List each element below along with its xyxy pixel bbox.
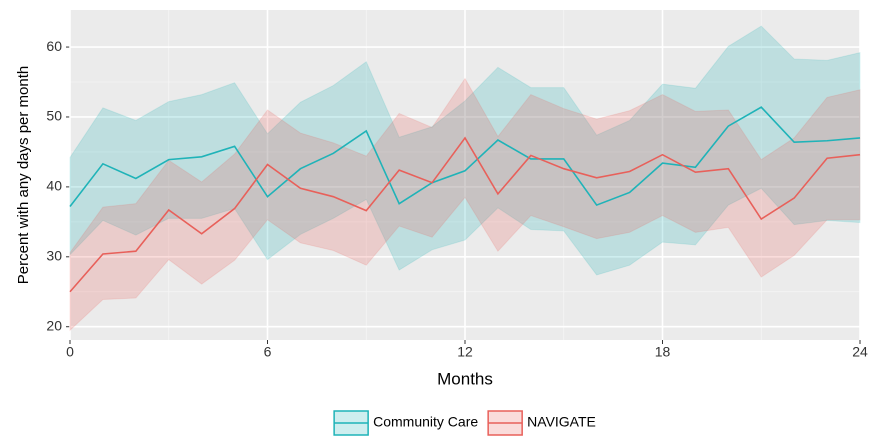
y-tick-label: 30 xyxy=(46,248,62,264)
x-tick-label: 12 xyxy=(457,344,473,360)
x-axis-title: Months xyxy=(437,369,493,388)
legend: Community Care NAVIGATE xyxy=(333,410,596,436)
y-tick-label: 40 xyxy=(46,178,62,194)
legend-label: NAVIGATE xyxy=(527,414,596,430)
legend-label: Community Care xyxy=(373,414,478,430)
x-tick-label: 0 xyxy=(66,344,74,360)
x-tick-label: 6 xyxy=(264,344,272,360)
y-tick-label: 20 xyxy=(46,317,62,333)
y-tick-label: 50 xyxy=(46,108,62,124)
x-tick-label: 18 xyxy=(655,344,671,360)
ribbon xyxy=(69,25,861,276)
line xyxy=(69,136,861,293)
y-axis-title: Percent with any days per month xyxy=(15,66,32,284)
line xyxy=(69,106,861,207)
ribbon xyxy=(69,77,861,332)
y-tick-label: 60 xyxy=(46,38,62,54)
x-tick-label: 24 xyxy=(852,344,868,360)
